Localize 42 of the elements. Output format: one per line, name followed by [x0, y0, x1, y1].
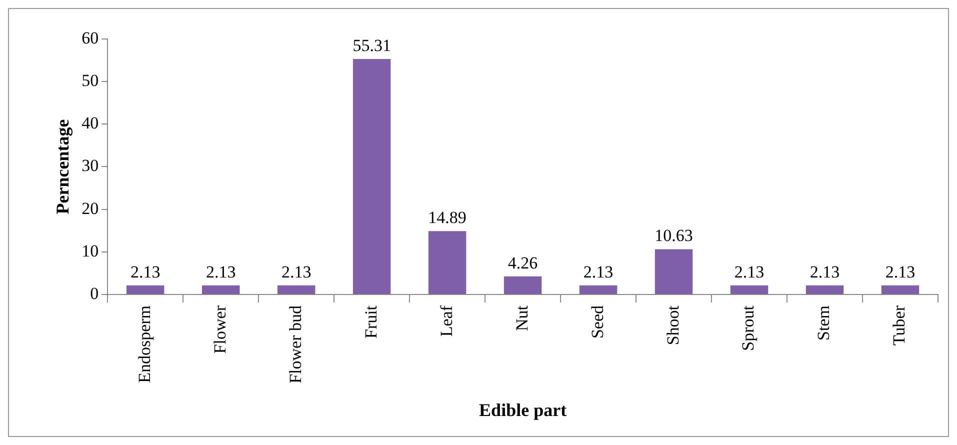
y-tick-label: 20 — [82, 198, 99, 218]
x-axis-title: Edible part — [479, 400, 567, 420]
x-tick-label: Fruit — [361, 305, 380, 339]
data-label: 14.89 — [428, 208, 466, 228]
bar — [579, 285, 618, 294]
bar — [202, 285, 240, 294]
bar — [806, 285, 844, 294]
data-label: 2.13 — [206, 262, 236, 282]
data-label: 4.26 — [508, 253, 538, 272]
x-tick-label: Stem — [814, 305, 834, 340]
bar — [881, 285, 920, 294]
x-tick-label: Shoot — [663, 305, 682, 346]
x-tick-label: Flower — [210, 305, 230, 354]
x-tick-label: Nut — [512, 305, 532, 331]
y-tick-label: 0 — [90, 284, 99, 303]
x-tick-label: Sprout — [738, 305, 758, 351]
bar — [730, 285, 768, 294]
y-tick-label: 40 — [82, 114, 99, 133]
y-tick-label: 10 — [82, 241, 99, 260]
x-tick-label: Flower bud — [286, 305, 305, 384]
y-tick-label: 30 — [82, 156, 99, 176]
data-label: 2.13 — [734, 262, 764, 282]
y-tick-label: 50 — [82, 71, 99, 90]
bar — [352, 58, 391, 294]
bar — [428, 231, 466, 294]
data-label: 2.13 — [130, 262, 160, 282]
x-tick-label: Leaf — [436, 305, 456, 337]
bar — [654, 249, 693, 294]
data-label: 2.13 — [885, 262, 916, 282]
bar — [277, 285, 316, 294]
y-tick-label: 60 — [82, 28, 99, 48]
data-label: 55.31 — [352, 36, 391, 55]
x-tick-label: Tuber — [890, 305, 909, 346]
data-label: 2.13 — [281, 262, 312, 282]
data-label: 10.63 — [654, 226, 693, 246]
y-axis-title: Perncentage — [52, 119, 72, 214]
data-label: 2.13 — [810, 262, 840, 282]
x-tick-label: Seed — [588, 304, 607, 339]
x-tick-label: Endosperm — [134, 305, 154, 383]
bar — [504, 276, 542, 294]
data-label: 2.13 — [583, 262, 614, 282]
bar — [126, 285, 164, 294]
